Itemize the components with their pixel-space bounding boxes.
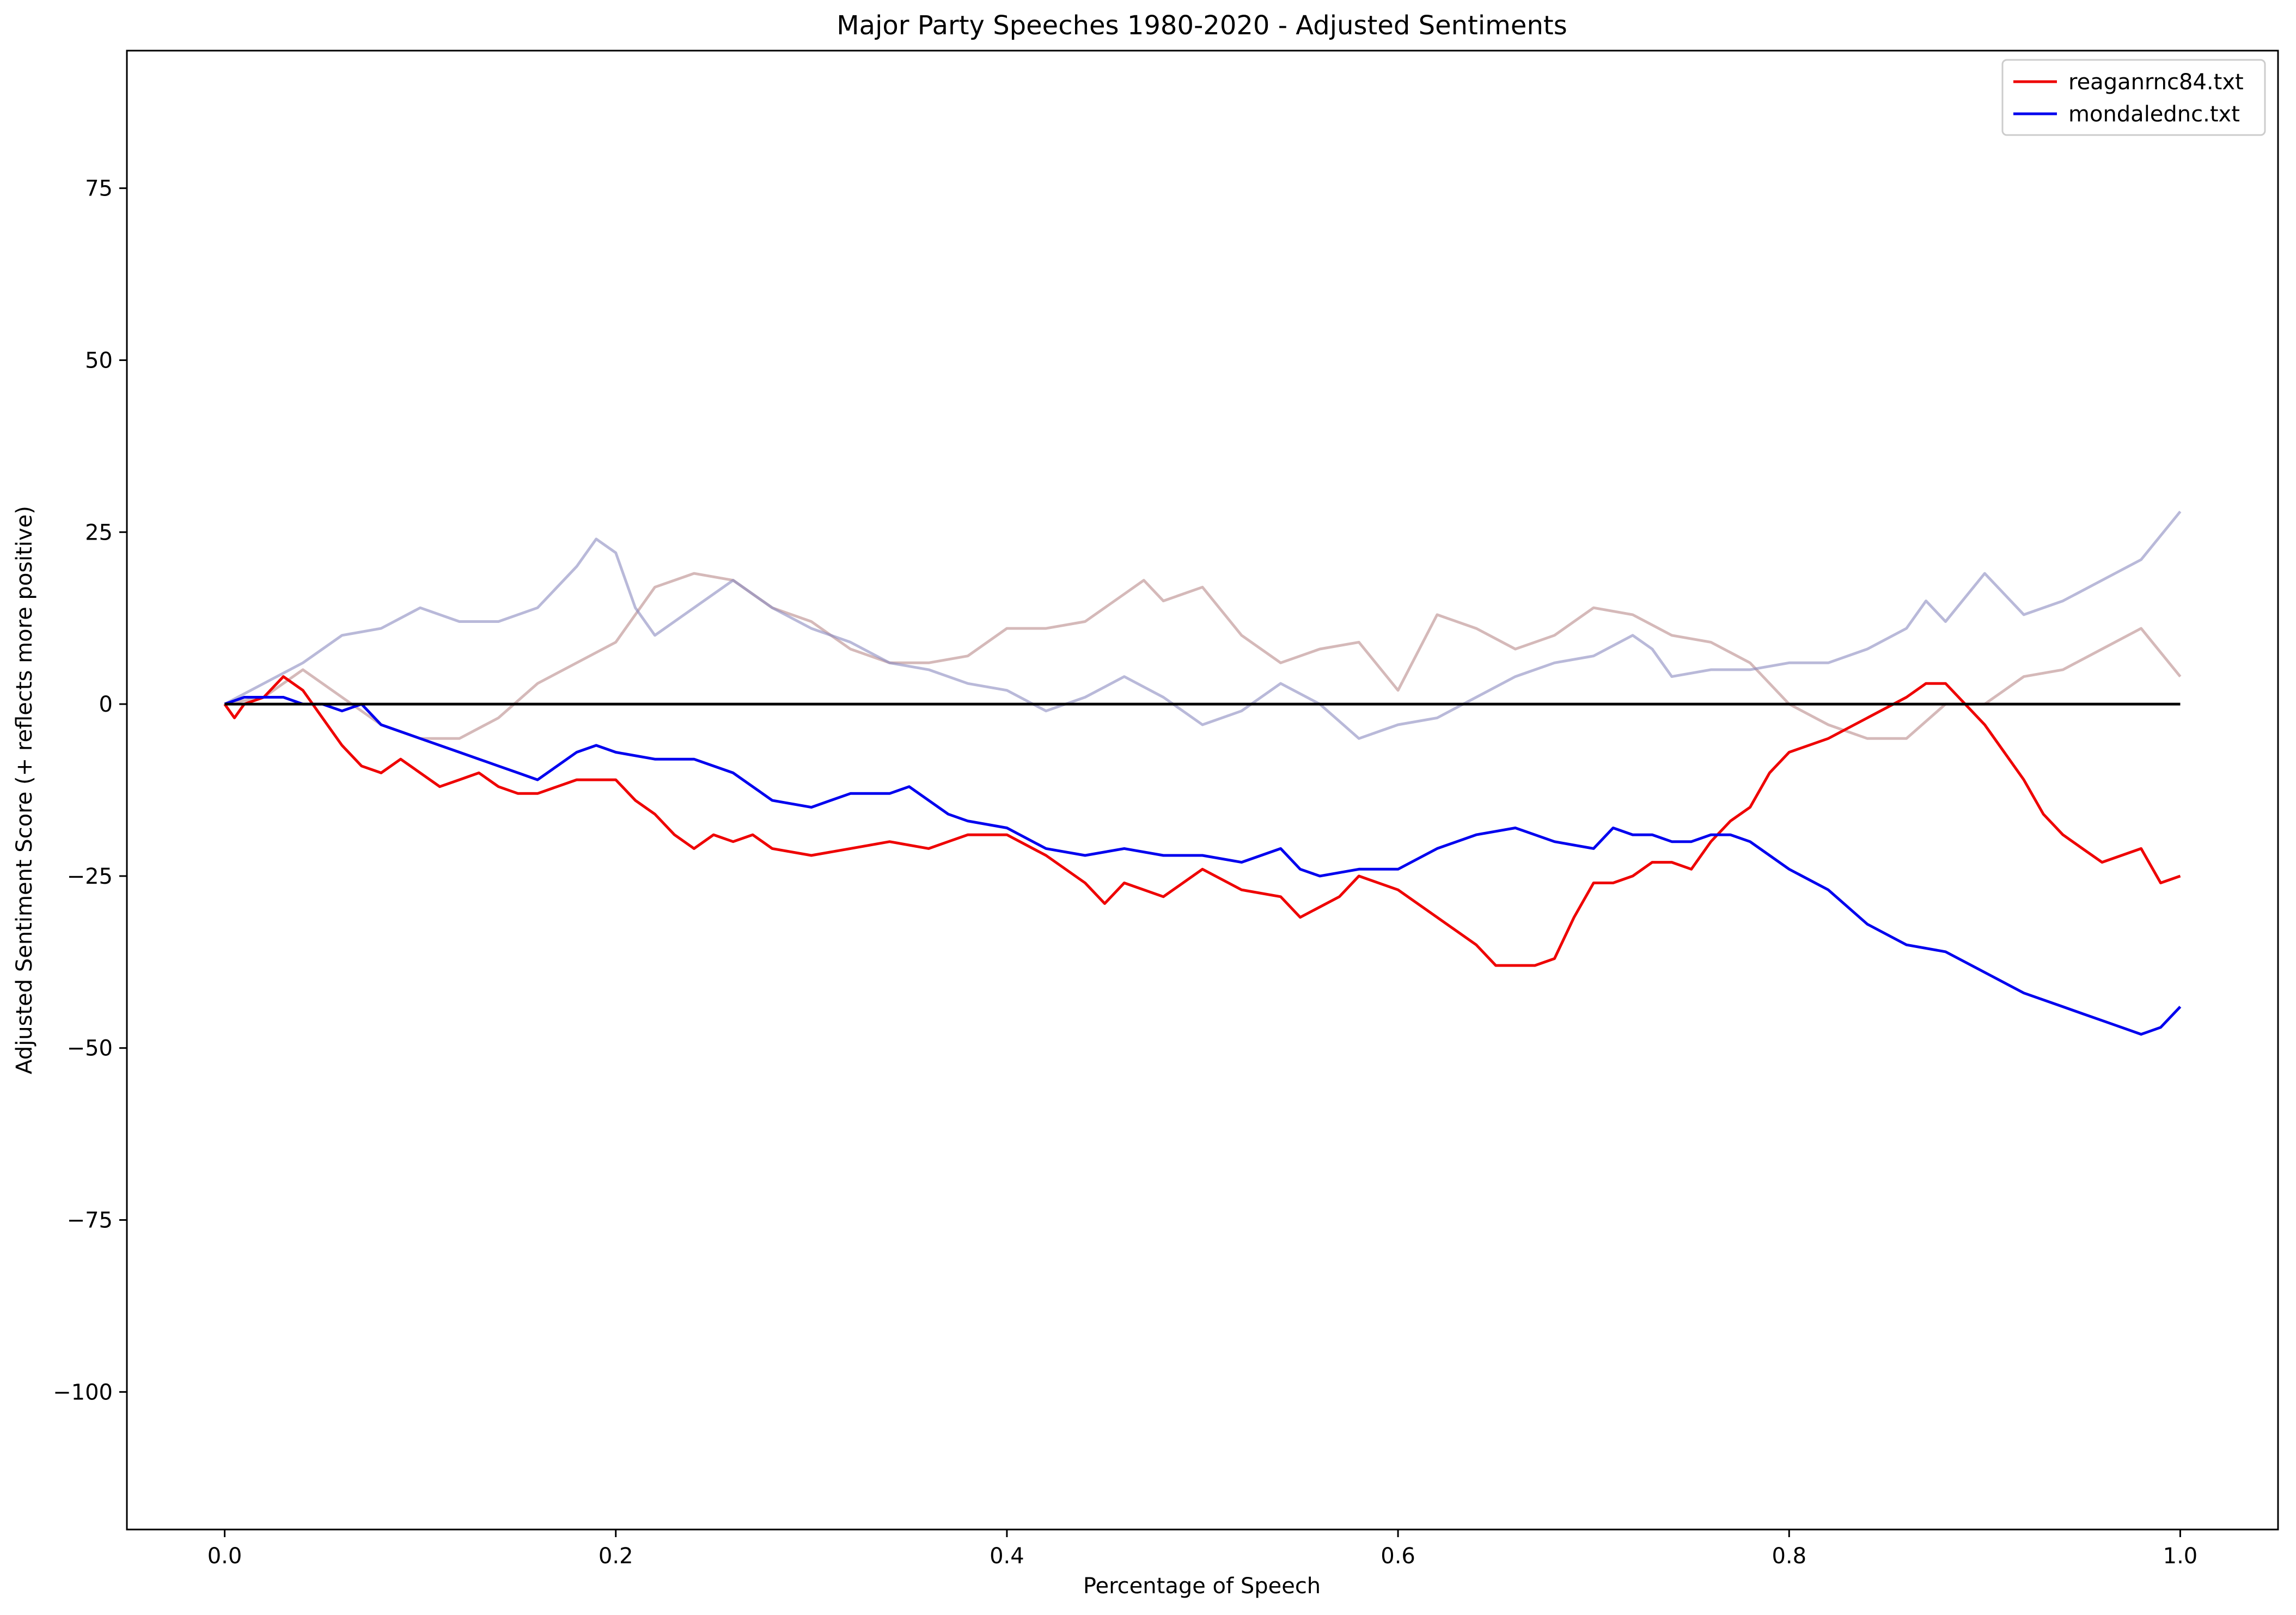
- faded-series-line-3: [224, 510, 2182, 740]
- x-tick-label: 0.2: [599, 1544, 633, 1569]
- series-line-mondalednc: [224, 696, 2182, 1036]
- legend-box: [2001, 59, 2266, 136]
- x-axis-label: Percentage of Speech: [1083, 1574, 1321, 1599]
- y-axis-label: Adjusted Sentiment Score (+ reflects mor…: [12, 506, 37, 1074]
- y-tick-label: 0: [99, 692, 113, 717]
- y-tick-label: 75: [85, 176, 113, 201]
- series-layer: [223, 510, 2182, 1036]
- y-axis: −100 −75 −50 −25 0 25 50 75: [53, 176, 127, 1405]
- y-tick-label: 25: [85, 520, 113, 545]
- y-tick-label: −100: [53, 1380, 113, 1405]
- x-tick-label: 0.6: [1381, 1544, 1415, 1569]
- legend-label-reagan: reaganrnc84.txt: [2068, 70, 2244, 95]
- plot-frame: [126, 50, 2279, 1531]
- x-tick-label: 1.0: [2163, 1544, 2198, 1569]
- x-tick-label: 0.8: [1772, 1544, 1806, 1569]
- y-tick-label: −25: [67, 864, 113, 889]
- x-axis: 0.0 0.2 0.4 0.6 0.8 1.0: [207, 1530, 2198, 1569]
- plot-area: [126, 50, 2279, 1531]
- legend-label-mondale: mondalednc.txt: [2068, 102, 2240, 127]
- x-tick-label: 0.4: [990, 1544, 1024, 1569]
- x-tick-label: 0.0: [207, 1544, 242, 1569]
- y-tick-label: −50: [67, 1036, 113, 1061]
- series-line-reaganrnc84: [223, 675, 2181, 967]
- y-tick-label: 50: [85, 348, 113, 373]
- y-tick-label: −75: [67, 1208, 113, 1233]
- legend: reaganrnc84.txt mondalednc.txt: [2001, 59, 2266, 136]
- chart-title: Major Party Speeches 1980-2020 - Adjuste…: [836, 10, 1567, 41]
- faded-series-line-2: [224, 572, 2182, 740]
